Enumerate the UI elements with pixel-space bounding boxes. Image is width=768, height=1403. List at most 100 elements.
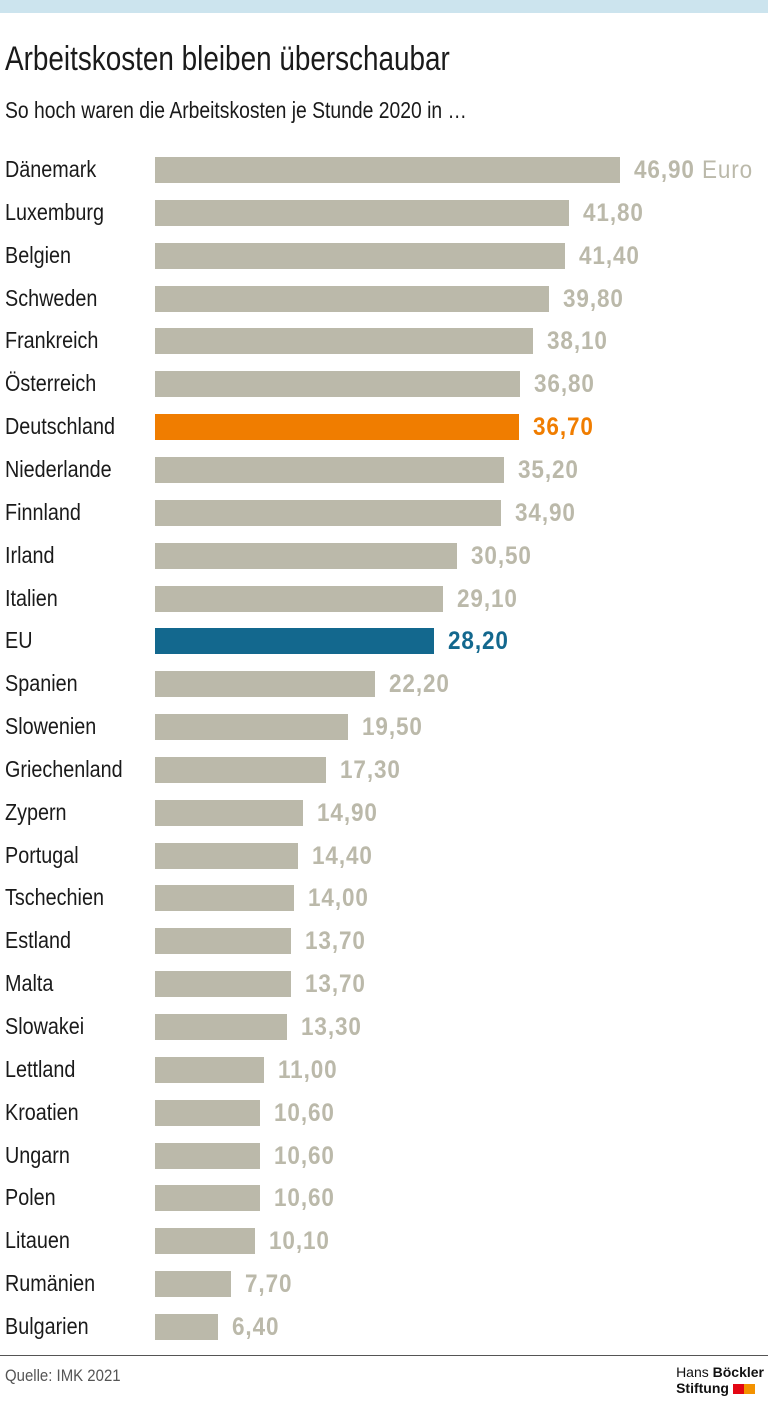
category-label: Slowakei <box>5 1013 85 1039</box>
value-text: 13,70 <box>304 927 366 956</box>
category-label: Zypern <box>5 798 67 825</box>
bar-italien <box>155 585 444 612</box>
category-label: Spanien <box>5 670 78 697</box>
value-text: 19,50 <box>362 713 424 742</box>
bar-slowenien <box>155 714 349 741</box>
bar-malta <box>155 971 291 998</box>
chart-subtitle: So hoch waren die Arbeitskosten je Stund… <box>5 97 467 123</box>
chart-title: Arbeitskosten bleiben überschaubar <box>5 40 450 78</box>
category-label: Irland <box>5 541 55 568</box>
category-label: Bulgarien <box>5 1312 89 1339</box>
value-text: 29,10 <box>457 584 519 613</box>
value-label: 14,00 <box>308 885 369 911</box>
value-label: 10,60 <box>274 1100 335 1126</box>
bar-finnland <box>155 499 501 526</box>
category-label: Belgien <box>5 241 71 268</box>
bar-irland <box>155 542 458 569</box>
value-label: 17,30 <box>340 757 401 783</box>
category-label: Kroatien <box>5 1098 79 1125</box>
category-label: Finnland <box>5 498 81 525</box>
category-label: Estland <box>5 927 71 954</box>
logo-red-square <box>732 1384 744 1394</box>
bar-zypern <box>155 799 303 826</box>
category-label: Portugal <box>5 841 79 868</box>
top-bar <box>0 0 768 13</box>
value-text: 22,20 <box>389 670 450 699</box>
value-label: 36,80 <box>534 371 595 397</box>
logo-text: Stiftung <box>676 1380 729 1396</box>
value-label: 36,70 <box>533 414 594 440</box>
value-text: 6,40 <box>232 1312 280 1341</box>
value-label: 41,80 <box>583 200 644 226</box>
value-label: 19,50 <box>362 714 423 740</box>
divider <box>0 1355 768 1356</box>
value-text: 36,80 <box>533 370 595 399</box>
category-label: Deutschland <box>5 413 115 440</box>
value-label: 28,20 <box>448 628 509 654</box>
value-label: 29,10 <box>457 586 518 612</box>
value-text: 30,50 <box>471 541 533 570</box>
value-text: 10,10 <box>269 1227 330 1256</box>
value-text: 10,60 <box>274 1141 335 1170</box>
category-label: Tschechien <box>5 884 104 911</box>
value-text: 28,20 <box>448 627 510 656</box>
category-label: Italien <box>5 584 58 611</box>
value-label: 10,10 <box>269 1228 330 1254</box>
value-label: 35,20 <box>518 457 579 483</box>
category-label: Lettland <box>5 1055 76 1082</box>
category-label: Slowenien <box>5 713 97 740</box>
source-note: Quelle: IMK 2021 <box>5 1366 121 1385</box>
value-label: 46,90 Euro <box>634 157 753 183</box>
bar-eu <box>155 628 435 655</box>
value-text: 14,90 <box>316 798 378 827</box>
bar-deutschland <box>155 414 519 441</box>
value-label: 13,70 <box>305 928 366 954</box>
bar-bulgarien <box>155 1313 219 1340</box>
bar-litauen <box>155 1228 256 1255</box>
value-text: 13,30 <box>300 1013 362 1041</box>
category-label: Griechenland <box>5 755 123 782</box>
value-text: 14,00 <box>307 884 369 913</box>
category-label: Ungarn <box>5 1141 70 1168</box>
category-label: Rumänien <box>5 1270 96 1297</box>
bar-griechenland <box>155 756 327 783</box>
bar-estland <box>155 928 291 955</box>
bar-polen <box>155 1185 261 1212</box>
category-label: EU <box>5 627 33 654</box>
bar-spanien <box>155 671 375 698</box>
value-text: 35,20 <box>517 455 579 484</box>
bar-österreich <box>155 371 520 398</box>
value-text: 41,80 <box>583 198 645 227</box>
value-label: 41,40 <box>579 243 640 269</box>
value-label: 6,40 <box>232 1314 279 1340</box>
value-label: 30,50 <box>471 543 532 569</box>
category-label: Österreich <box>5 370 97 397</box>
value-label: 11,00 <box>278 1057 338 1083</box>
value-label: 14,40 <box>312 843 373 869</box>
value-text: 39,80 <box>563 284 625 313</box>
bar-frankreich <box>155 328 533 355</box>
logo-text: Hans <box>676 1364 709 1380</box>
value-text: 17,30 <box>340 755 402 784</box>
logo-orange-square <box>743 1384 755 1394</box>
value-text: 46,90 <box>633 156 695 184</box>
value-label: 39,80 <box>563 286 624 312</box>
value-text: 36,70 <box>532 413 594 442</box>
bar-portugal <box>155 842 298 869</box>
value-label: 34,90 <box>515 500 576 526</box>
bar-dänemark <box>155 157 620 183</box>
value-text: 34,90 <box>514 498 576 527</box>
value-label: 10,60 <box>274 1143 335 1169</box>
value-label: 13,30 <box>301 1014 362 1040</box>
value-text: 13,70 <box>304 970 366 999</box>
category-label: Polen <box>5 1184 56 1211</box>
value-text: 38,10 <box>546 327 608 356</box>
value-label: 13,70 <box>305 971 366 997</box>
bar-niederlande <box>155 456 504 483</box>
category-label: Niederlande <box>5 455 112 482</box>
bar-belgien <box>155 242 566 269</box>
value-text: 10,60 <box>274 1098 335 1127</box>
value-label: 7,70 <box>245 1271 292 1297</box>
bar-rumänien <box>155 1271 232 1298</box>
